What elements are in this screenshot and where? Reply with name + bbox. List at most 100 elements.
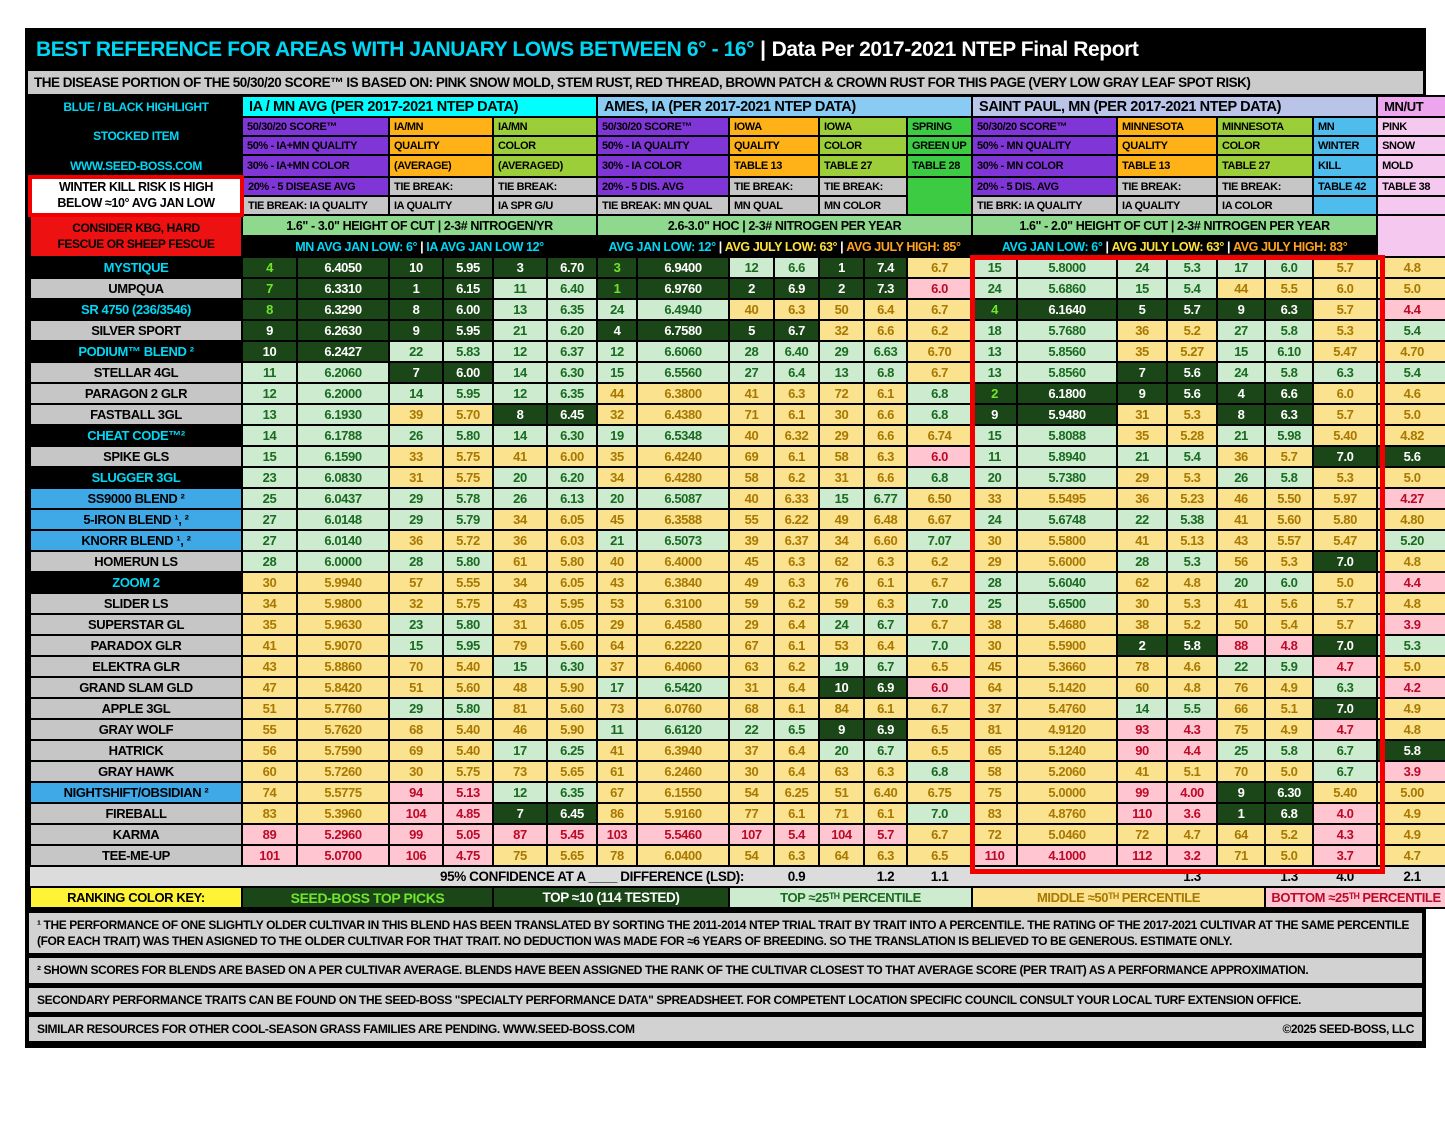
data-cell[interactable]: 37 [728, 739, 775, 762]
data-cell[interactable]: 68 [728, 697, 775, 720]
data-cell[interactable]: 13 [971, 361, 1019, 384]
data-cell[interactable]: 27 [241, 508, 298, 531]
data-cell[interactable]: 6.4 [863, 634, 908, 657]
data-cell[interactable]: 5.23 [1166, 487, 1219, 510]
data-cell[interactable]: 3.9 [1376, 760, 1445, 783]
data-cell[interactable]: 5.05 [442, 823, 494, 846]
data-cell[interactable]: 5.5460 [636, 823, 730, 846]
data-cell[interactable]: 6.7 [1312, 760, 1379, 783]
data-cell[interactable]: 6.45 [546, 802, 598, 825]
data-cell[interactable]: 6.2 [773, 592, 820, 615]
data-cell[interactable]: 21 [1216, 424, 1267, 447]
data-cell[interactable]: 60 [241, 760, 298, 783]
data-cell[interactable]: 6.2 [773, 655, 820, 678]
data-cell[interactable]: 5.7 [863, 823, 908, 846]
data-cell[interactable]: 6.05 [546, 613, 598, 636]
data-cell[interactable]: 43 [596, 571, 638, 594]
website-link[interactable]: WWW.SEED-BOSS.COM [29, 154, 243, 178]
data-cell[interactable]: 5.0 [1264, 760, 1315, 783]
data-cell[interactable]: 6.3940 [636, 739, 730, 762]
data-cell[interactable]: 5.7620 [296, 718, 390, 741]
data-cell[interactable]: 7.0 [905, 592, 974, 615]
data-cell[interactable]: 6.74 [905, 424, 974, 447]
data-cell[interactable]: 5.4680 [1016, 613, 1119, 636]
data-cell[interactable]: 36 [492, 529, 548, 552]
data-cell[interactable]: 53 [818, 634, 865, 657]
data-cell[interactable]: 5.9630 [296, 613, 390, 636]
data-cell[interactable]: 27 [728, 361, 775, 384]
cultivar-name[interactable]: FASTBALL 3GL [29, 403, 243, 426]
data-cell[interactable]: 22 [388, 340, 444, 363]
data-cell[interactable]: 4.8 [1376, 718, 1445, 741]
data-cell[interactable]: 5.0460 [1016, 823, 1119, 846]
data-cell[interactable]: 6.2060 [296, 361, 390, 384]
data-cell[interactable]: 60 [1116, 676, 1169, 699]
data-cell[interactable]: 5.2960 [296, 823, 390, 846]
data-cell[interactable]: 15 [241, 445, 298, 468]
data-cell[interactable]: 6.3 [1312, 361, 1379, 384]
data-cell[interactable]: 5.3 [1166, 403, 1219, 426]
data-cell[interactable]: 5.40 [442, 655, 494, 678]
data-cell[interactable]: 30 [241, 571, 298, 594]
data-cell[interactable]: 5.0700 [296, 844, 390, 867]
data-cell[interactable]: 51 [241, 697, 298, 720]
data-cell[interactable]: 25 [1216, 739, 1267, 762]
data-cell[interactable]: 5.9 [1264, 655, 1315, 678]
data-cell[interactable]: 3.9 [1376, 613, 1445, 636]
data-cell[interactable]: 9 [818, 718, 865, 741]
data-cell[interactable]: 5.55 [442, 571, 494, 594]
data-cell[interactable]: 5.7380 [1016, 466, 1119, 489]
data-cell[interactable]: 7.3 [863, 277, 908, 300]
data-cell[interactable]: 5.95 [442, 382, 494, 405]
data-cell[interactable]: 4.7 [1376, 844, 1445, 867]
data-cell[interactable]: 31 [818, 466, 865, 489]
data-cell[interactable]: 12 [492, 382, 548, 405]
data-cell[interactable]: 5.4 [1376, 361, 1445, 384]
data-cell[interactable]: 6.8 [1264, 802, 1315, 825]
data-cell[interactable]: 6.2630 [296, 319, 390, 342]
cultivar-name[interactable]: KARMA [29, 823, 243, 846]
data-cell[interactable]: 5.65 [546, 844, 598, 867]
data-cell[interactable]: 26 [388, 424, 444, 447]
data-cell[interactable]: 5.7680 [1016, 319, 1119, 342]
data-cell[interactable]: 28 [241, 550, 298, 573]
data-cell[interactable]: 87 [492, 823, 548, 846]
data-cell[interactable]: 5.98 [1264, 424, 1315, 447]
data-cell[interactable]: 83 [241, 802, 298, 825]
data-cell[interactable]: 5.75 [442, 466, 494, 489]
data-cell[interactable]: 5.00 [1376, 781, 1445, 804]
data-cell[interactable]: 4.7 [1166, 823, 1219, 846]
data-cell[interactable]: 6.9 [863, 718, 908, 741]
data-cell[interactable]: 5.8860 [296, 655, 390, 678]
data-cell[interactable]: 6.3310 [296, 277, 390, 300]
cultivar-name[interactable]: SPIKE GLS [29, 445, 243, 468]
data-cell[interactable]: 6.4240 [636, 445, 730, 468]
data-cell[interactable]: 5.40 [1312, 424, 1379, 447]
data-cell[interactable]: 20 [1216, 571, 1267, 594]
data-cell[interactable]: 5.95 [442, 634, 494, 657]
data-cell[interactable]: 6.4 [863, 298, 908, 321]
data-cell[interactable]: 6.3 [863, 592, 908, 615]
data-cell[interactable]: 4.3 [1312, 823, 1379, 846]
data-cell[interactable]: 81 [971, 718, 1019, 741]
data-cell[interactable]: 5.80 [1312, 508, 1379, 531]
data-cell[interactable]: 5.80 [442, 697, 494, 720]
data-cell[interactable]: 6.0148 [296, 508, 390, 531]
data-cell[interactable]: 6.7 [1312, 739, 1379, 762]
data-cell[interactable]: 22 [728, 718, 775, 741]
data-cell[interactable]: 41 [1216, 592, 1267, 615]
cultivar-name[interactable]: UMPQUA [29, 277, 243, 300]
data-cell[interactable]: 6.1800 [1016, 382, 1119, 405]
data-cell[interactable]: 5.7 [1312, 256, 1379, 279]
data-cell[interactable]: 21 [596, 529, 638, 552]
data-cell[interactable]: 14 [492, 361, 548, 384]
data-cell[interactable]: 7 [388, 361, 444, 384]
data-cell[interactable]: 72 [1116, 823, 1169, 846]
data-cell[interactable]: 18 [971, 319, 1019, 342]
data-cell[interactable]: 5.7 [1312, 403, 1379, 426]
data-cell[interactable]: 5.7590 [296, 739, 390, 762]
data-cell[interactable]: 20 [492, 466, 548, 489]
data-cell[interactable]: 7.4 [863, 256, 908, 279]
data-cell[interactable]: 24 [818, 613, 865, 636]
data-cell[interactable]: 46 [1216, 487, 1267, 510]
